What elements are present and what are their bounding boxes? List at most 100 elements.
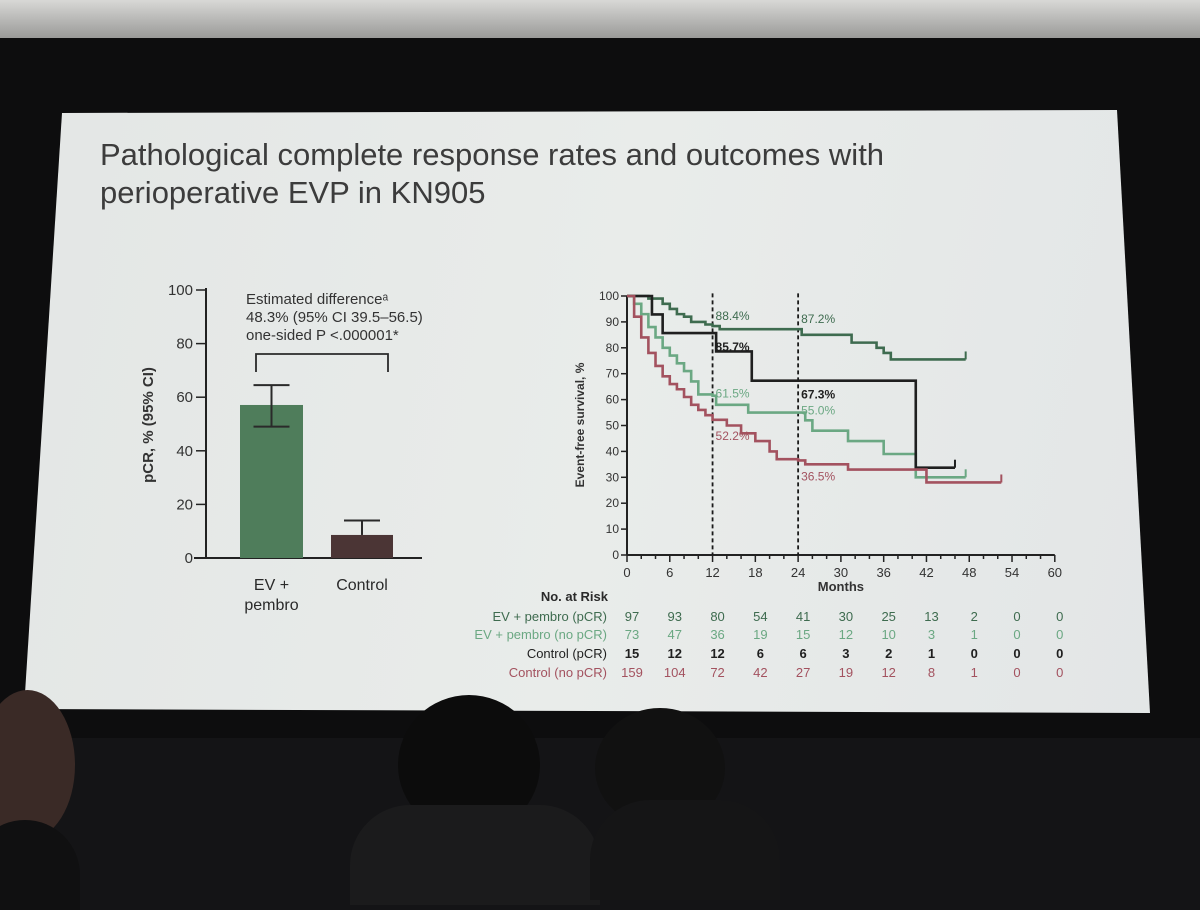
at-risk-count: 13 [924,609,938,624]
at-risk-count: 2 [971,609,978,624]
at-risk-count: 36 [710,627,724,642]
at-risk-count: 73 [625,627,639,642]
at-risk-row-label: Control (no pCR) [509,665,607,680]
at-risk-count: 15 [796,627,810,642]
audience-head-left [0,690,75,840]
km-y-axis-label: Event-free survival, % [573,362,587,487]
at-risk-count: 6 [800,646,807,661]
km-x-tick-label: 18 [748,565,762,580]
ceiling [0,0,1200,38]
km-y-tick-label: 100 [599,289,619,303]
at-risk-count: 72 [710,665,724,680]
km-x-tick-label: 24 [791,565,805,580]
at-risk-count: 0 [971,646,978,661]
at-risk-row-label: EV + pembro (pCR) [492,609,607,624]
at-risk-count: 10 [881,627,895,642]
at-risk-count: 93 [668,609,682,624]
km-y-tick-label: 30 [606,470,620,484]
km-y-tick-label: 40 [606,444,620,458]
at-risk-count: 0 [1056,646,1063,661]
at-risk-count: 30 [839,609,853,624]
estimated-difference-annotation: 48.3% (95% CI 39.5–56.5) [246,309,423,326]
at-risk-row-label: EV + pembro (no pCR) [474,627,607,642]
at-risk-count: 42 [753,665,767,680]
at-risk-count: 47 [668,627,682,642]
at-risk-count: 2 [885,646,892,661]
estimated-difference-annotation: one-sided P <.000001* [246,327,399,344]
km-curve-2 [627,294,955,470]
audience-body-right [590,800,780,900]
bar-y-axis-label: pCR, % (95% CI) [140,367,157,483]
at-risk-count: 8 [928,665,935,680]
km-x-axis-label: Months [818,579,864,594]
km-landmark-label: 67.3% [801,388,835,402]
km-x-tick-label: 48 [962,565,976,580]
km-y-tick-label: 10 [606,522,620,536]
at-risk-row-label: Control (pCR) [527,646,607,661]
at-risk-count: 25 [881,609,895,624]
bar-y-tick-label: 40 [176,443,193,460]
at-risk-count: 19 [839,665,853,680]
at-risk-count: 12 [668,646,682,661]
at-risk-count: 3 [842,646,849,661]
at-risk-count: 12 [881,665,895,680]
at-risk-count: 0 [1056,665,1063,680]
at-risk-count: 80 [710,609,724,624]
km-x-tick-label: 36 [876,565,890,580]
km-landmark-label: 55.0% [801,404,835,418]
km-x-tick-label: 42 [919,565,933,580]
km-landmark-label: 36.5% [801,469,835,483]
bar-y-tick-label: 100 [168,282,193,299]
km-y-tick-label: 50 [606,419,620,433]
title-line-2: perioperative EVP in KN905 [100,175,486,210]
km-curve-1 [627,294,966,479]
at-risk-count: 97 [625,609,639,624]
bar-1 [331,534,393,558]
at-risk-title: No. at Risk [541,589,609,604]
at-risk-count: 41 [796,609,810,624]
km-x-tick-label: 12 [705,565,719,580]
at-risk-count: 1 [971,627,978,642]
km-landmark-label: 85.7% [716,340,750,354]
at-risk-count: 3 [928,627,935,642]
bar-y-tick-label: 0 [185,550,193,567]
km-y-tick-label: 70 [606,367,620,381]
bar-y-tick-label: 80 [176,336,193,353]
km-x-tick-label: 54 [1005,565,1019,580]
bar-category-label: pembro [244,597,298,614]
at-risk-count: 6 [757,646,764,661]
at-risk-count: 0 [1013,627,1020,642]
at-risk-count: 0 [1013,609,1020,624]
at-risk-count: 12 [710,646,724,661]
estimated-difference-annotation: Estimated differenceᵃ [246,291,388,308]
km-landmark-label: 52.2% [716,429,750,443]
slide-title: Pathological complete response rates and… [100,136,884,212]
at-risk-count: 15 [625,646,639,661]
bar-category-label: EV + [254,577,289,594]
km-y-tick-label: 0 [612,548,619,562]
title-line-1: Pathological complete response rates and… [100,137,885,172]
at-risk-count: 0 [1056,609,1063,624]
km-y-tick-label: 80 [606,341,620,355]
bar-y-tick-label: 20 [176,496,193,513]
bar-category-label: Control [336,577,388,594]
at-risk-count: 12 [839,627,853,642]
km-y-tick-label: 90 [606,315,620,329]
at-risk-count: 104 [664,665,686,680]
at-risk-count: 27 [796,665,810,680]
km-curve-3 [627,294,1002,484]
bar-y-tick-label: 60 [176,389,193,406]
at-risk-count: 19 [753,627,767,642]
km-landmark-label: 61.5% [716,387,750,401]
at-risk-count: 0 [1056,627,1063,642]
at-risk-count: 0 [1013,665,1020,680]
km-landmark-label: 88.4% [716,309,750,323]
at-risk-count: 0 [1013,646,1020,661]
at-risk-count: 54 [753,609,767,624]
km-y-tick-label: 20 [606,496,620,510]
km-x-tick-label: 30 [834,565,848,580]
bar-0 [240,404,303,558]
at-risk-count: 159 [621,665,643,680]
km-x-tick-label: 0 [623,565,630,580]
